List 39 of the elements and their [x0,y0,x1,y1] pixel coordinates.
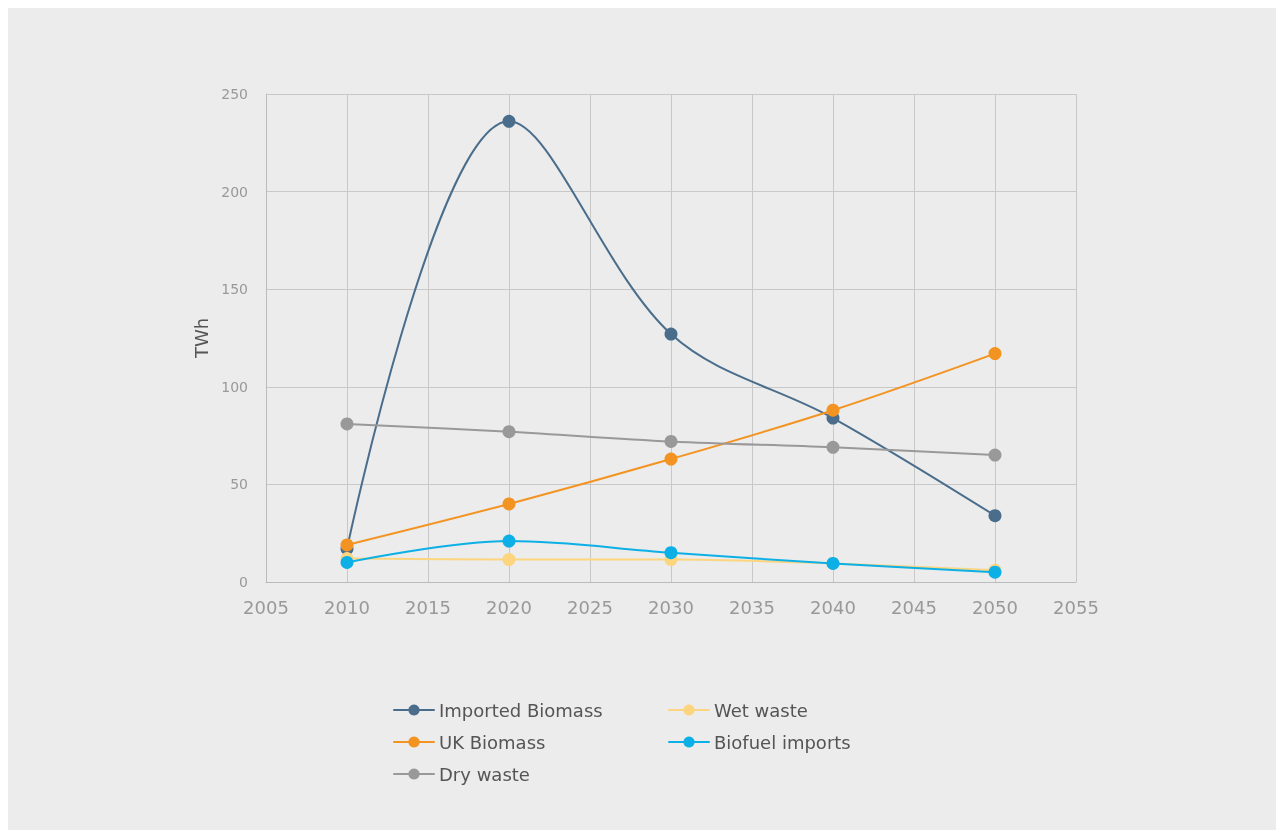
legend-label: Biofuel imports [714,731,851,753]
x-tick-label: 2045 [891,596,937,618]
point [988,509,1002,523]
point [988,347,1002,361]
legend-label: Wet waste [714,699,808,721]
y-tick-label: 200 [221,183,248,200]
y-tick-label: 150 [221,281,248,298]
point [502,114,516,128]
point [664,434,678,448]
point [826,440,840,454]
x-tick-label: 2050 [972,596,1018,618]
point [664,327,678,341]
y-tick-label: 250 [221,86,248,102]
x-tick-label: 2025 [567,596,613,618]
y-axis-title: TWh [190,317,212,360]
x-tick-label: 2010 [324,596,370,618]
x-tick-label: 2040 [810,596,856,618]
y-tick-label: 50 [230,476,248,493]
point [340,417,354,431]
point [826,403,840,417]
legend-label: Imported Biomass [439,699,603,721]
x-tick-label: 2015 [405,596,451,618]
y-tick-label: 100 [221,378,248,395]
point [502,425,516,439]
point [502,534,516,548]
legend-label: UK Biomass [439,731,546,753]
x-tick-label: 2030 [648,596,694,618]
point [502,497,516,511]
point [664,452,678,466]
point [340,538,354,552]
x-tick-label: 2035 [729,596,775,618]
point [502,553,516,567]
point [664,546,678,560]
legend-label: Dry waste [439,763,530,785]
x-tick-label: 2055 [1053,596,1099,618]
point [988,448,1002,462]
y-tick-label: 0 [239,574,248,590]
x-tick-label: 2020 [486,596,532,618]
x-tick-label: 2005 [243,596,289,618]
